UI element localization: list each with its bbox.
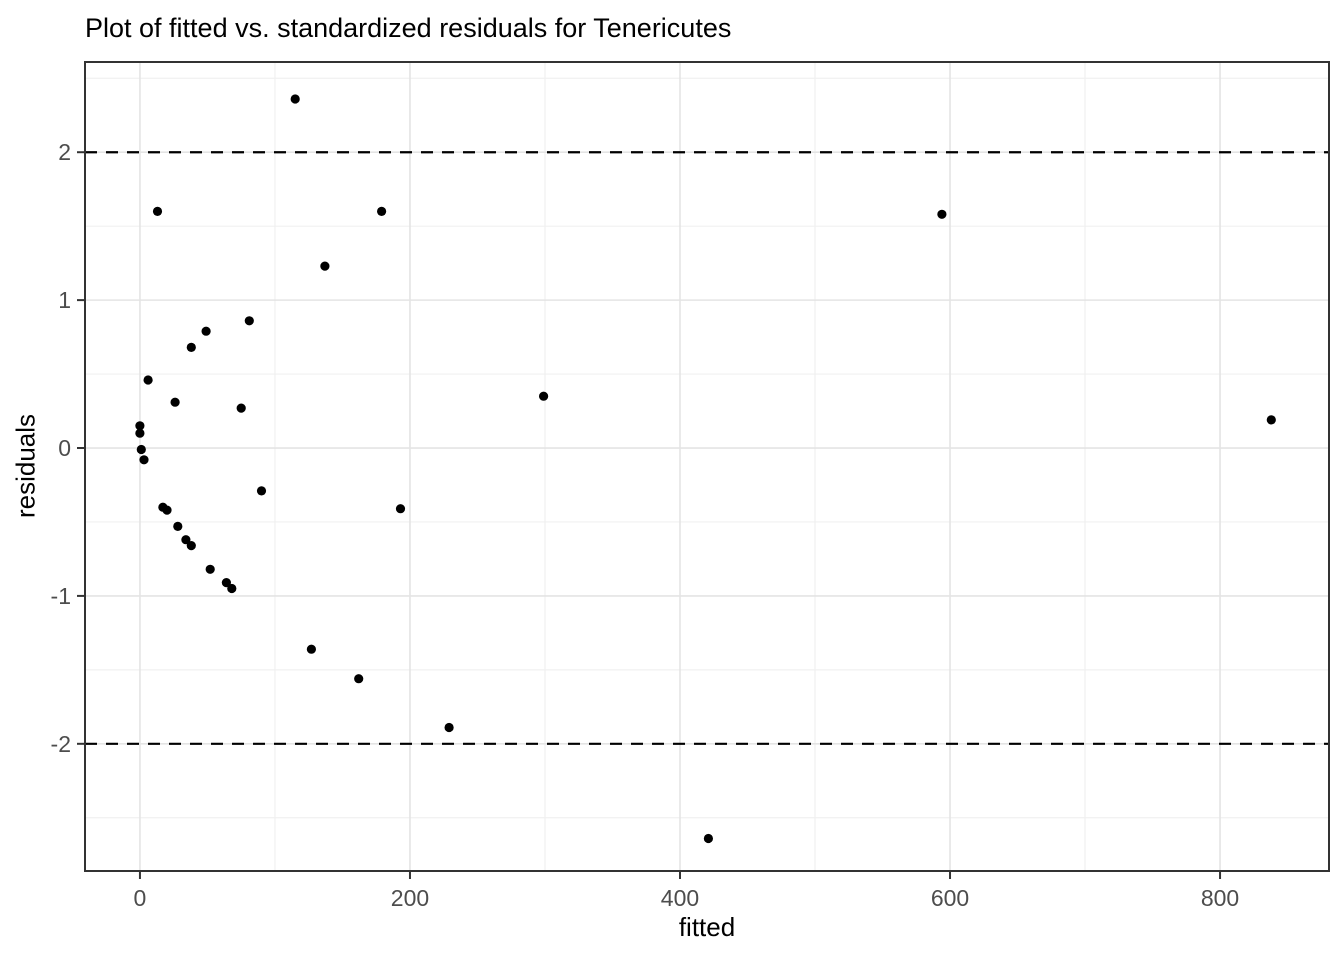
data-point (395, 504, 406, 514)
y-axis-title: residuals (10, 413, 41, 519)
data-point (1266, 415, 1276, 425)
data-point (135, 421, 145, 431)
x-tick-label: 0 (134, 885, 147, 911)
data-point (354, 674, 364, 684)
y-tick-label: 2 (58, 139, 71, 165)
data-point (181, 535, 191, 545)
plot-panel (85, 62, 1329, 871)
data-point (937, 209, 947, 219)
y-tick-label: -2 (51, 731, 71, 757)
data-point (377, 206, 387, 216)
chart-title: Plot of fitted vs. standardized residual… (85, 13, 732, 43)
x-tick-label: 800 (1201, 885, 1239, 911)
y-tick-label: -1 (51, 583, 71, 609)
data-point (143, 375, 153, 385)
data-point (444, 722, 454, 733)
data-point (227, 583, 237, 594)
x-tick-label: 600 (931, 885, 969, 911)
data-point (186, 541, 196, 551)
data-point (236, 403, 246, 413)
x-axis-title: fitted (678, 912, 736, 942)
data-point (152, 206, 163, 216)
y-tick-label: 1 (58, 287, 71, 313)
panel-border (84, 61, 1330, 872)
data-point (186, 342, 196, 352)
x-tick-label: 400 (661, 885, 699, 911)
data-point (201, 326, 211, 336)
data-point (136, 444, 146, 455)
data-point (139, 455, 149, 465)
data-point (306, 644, 316, 654)
data-point (170, 397, 180, 407)
data-point (173, 521, 183, 532)
data-point (320, 261, 330, 271)
data-point (256, 486, 267, 496)
data-point (221, 578, 231, 588)
data-point (135, 428, 145, 438)
y-tick-label: 0 (58, 435, 71, 461)
data-point (244, 316, 254, 326)
data-point (205, 564, 215, 574)
data-point (162, 505, 172, 515)
data-point (703, 833, 714, 844)
data-point (290, 94, 300, 104)
x-tick-label: 200 (391, 885, 429, 911)
data-point (539, 391, 549, 401)
